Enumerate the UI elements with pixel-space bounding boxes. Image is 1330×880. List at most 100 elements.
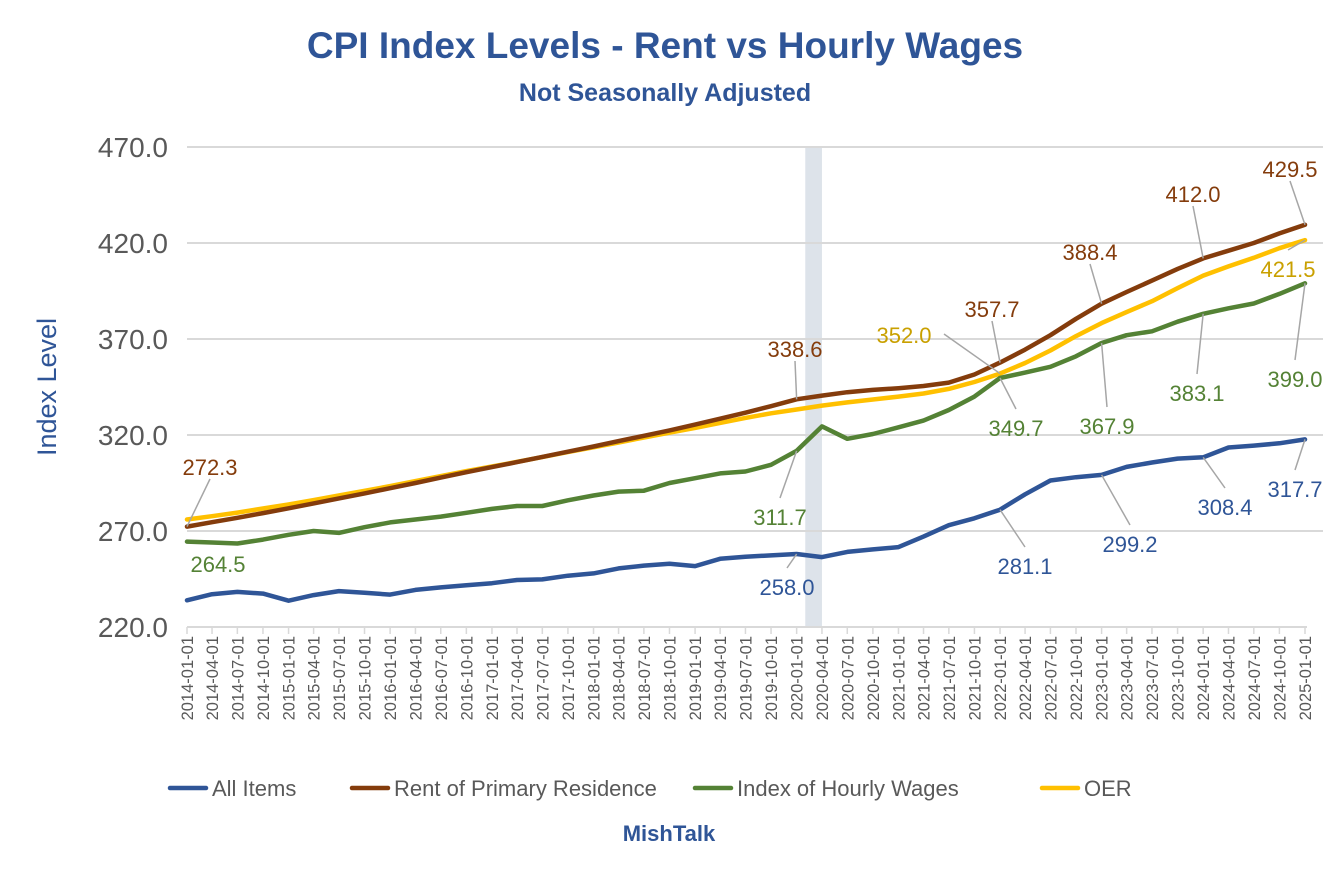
data-label: 311.7 [753, 505, 806, 530]
x-tick-label: 2022-01-01 [992, 636, 1010, 720]
annotation-leader-line [1294, 439, 1306, 471]
x-tick-label: 2020-07-01 [839, 636, 857, 720]
data-label: 388.4 [1062, 240, 1117, 265]
x-tick-label: 2018-01-01 [586, 636, 604, 720]
x-tick-label: 2019-10-01 [763, 636, 781, 720]
x-tick-label: 2024-07-01 [1246, 636, 1264, 720]
x-tick-label: 2016-10-01 [458, 636, 476, 720]
x-tick-label: 2015-04-01 [306, 636, 324, 720]
annotation-leader-line [1289, 180, 1306, 226]
data-label: 399.0 [1267, 367, 1322, 392]
data-label: 299.2 [1102, 532, 1157, 557]
y-tick-label: 470.0 [98, 132, 168, 163]
x-tick-label: 2023-10-01 [1170, 636, 1188, 720]
x-tick-label: 2016-07-01 [433, 636, 451, 720]
x-tick-label: 2025-01-01 [1297, 636, 1315, 720]
data-label: 308.4 [1197, 495, 1252, 520]
x-tick-label: 2014-01-01 [179, 636, 197, 720]
data-label: 272.3 [182, 455, 237, 480]
chart-title: CPI Index Levels - Rent vs Hourly Wages [307, 25, 1023, 66]
series-line-all-items [184, 437, 1308, 603]
annotation-leader-line [1100, 474, 1131, 526]
x-tick-label: 2020-01-01 [789, 636, 807, 720]
annotation-leader-line [1294, 283, 1306, 361]
data-label: 338.6 [767, 337, 822, 362]
annotation-leader-line [794, 360, 798, 400]
x-tick-label: 2021-04-01 [916, 636, 934, 720]
x-tick-label: 2021-07-01 [941, 636, 959, 720]
x-tick-label: 2014-10-01 [255, 636, 273, 720]
data-label: 281.1 [997, 554, 1052, 579]
x-tick-label: 2017-07-01 [534, 636, 552, 720]
series-line-rent-of-primary-residence [184, 222, 1308, 529]
y-tick-label: 220.0 [98, 612, 168, 643]
annotation-leader-line [943, 333, 1001, 375]
x-tick-label: 2019-07-01 [737, 636, 755, 720]
x-tick-label: 2019-01-01 [687, 636, 705, 720]
data-label: 349.7 [988, 416, 1043, 441]
x-tick-label: 2024-01-01 [1195, 636, 1213, 720]
data-label: 429.5 [1262, 157, 1317, 182]
x-tick-label: 2021-10-01 [966, 636, 984, 720]
annotation-leader-line [1100, 342, 1108, 408]
x-tick-label: 2023-01-01 [1094, 636, 1112, 720]
y-axis-label: Index Level [32, 318, 62, 456]
x-tick-label: 2014-04-01 [204, 636, 222, 720]
data-label: 258.0 [759, 575, 814, 600]
data-label: 357.7 [964, 297, 1019, 322]
annotation-leader-line [1196, 313, 1204, 375]
x-tick-label: 2021-01-01 [890, 636, 908, 720]
x-tick-label: 2024-04-01 [1220, 636, 1238, 720]
annotation-leader-line [786, 553, 798, 569]
x-tick-label: 2018-04-01 [611, 636, 629, 720]
x-tick-label: 2017-10-01 [560, 636, 578, 720]
x-tick-label: 2018-10-01 [661, 636, 679, 720]
y-tick-label: 320.0 [98, 420, 168, 451]
x-tick-label: 2020-10-01 [865, 636, 883, 720]
x-tick-label: 2017-01-01 [484, 636, 502, 720]
annotation-leader-line [1089, 263, 1103, 304]
y-tick-label: 270.0 [98, 516, 168, 547]
legend: All Items Rent of Primary Residence Index … [167, 776, 1132, 801]
data-label: 367.9 [1079, 414, 1134, 439]
annotation-leader-line [1192, 205, 1204, 259]
data-label: 421.5 [1260, 257, 1315, 282]
legend-item: All Items [212, 776, 296, 801]
source-label: MishTalk [623, 821, 716, 846]
series-line-oer [184, 237, 1308, 522]
data-label: 352.0 [876, 323, 931, 348]
x-tick-label: 2018-07-01 [636, 636, 654, 720]
x-tick-label: 2017-04-01 [509, 636, 527, 720]
x-tick-label: 2019-04-01 [712, 636, 730, 720]
annotation-leader-line [999, 509, 1026, 548]
x-tick-label: 2015-10-01 [357, 636, 375, 720]
annotation-leader-line [1202, 456, 1226, 489]
series-line-index-of-hourly-wages [184, 281, 1308, 546]
x-tick-label: 2015-01-01 [281, 636, 299, 720]
annotation-leader-line [1287, 239, 1306, 251]
x-tick-label: 2023-04-01 [1119, 636, 1137, 720]
x-tick-label: 2016-04-01 [407, 636, 425, 720]
data-label: 317.7 [1267, 477, 1322, 502]
annotation-leader-line [186, 478, 211, 527]
y-tick-label: 420.0 [98, 228, 168, 259]
data-label: 264.5 [190, 552, 245, 577]
annotation-leader-line [779, 450, 798, 499]
data-label: 412.0 [1165, 182, 1220, 207]
x-tick-label: 2024-10-01 [1271, 636, 1289, 720]
legend-item: Rent of Primary Residence [394, 776, 657, 801]
x-tick-label: 2023-07-01 [1144, 636, 1162, 720]
annotation-leader-line [999, 377, 1017, 410]
legend-item: Index of Hourly Wages [737, 776, 959, 801]
y-tick-label: 370.0 [98, 324, 168, 355]
x-tick-label: 2022-07-01 [1042, 636, 1060, 720]
x-tick-label: 2020-04-01 [814, 636, 832, 720]
plot-area: 220.0 270.0 320.0 370.0 420.0 470.0 2014-01-01… [98, 132, 1323, 720]
annotation-leader-line [991, 320, 1001, 363]
data-label: 383.1 [1169, 381, 1224, 406]
chart-subtitle: Not Seasonally Adjusted [519, 79, 811, 107]
shaded-period-band [805, 147, 822, 627]
x-tick-label: 2022-04-01 [1017, 636, 1035, 720]
x-tick-label: 2014-07-01 [229, 636, 247, 720]
